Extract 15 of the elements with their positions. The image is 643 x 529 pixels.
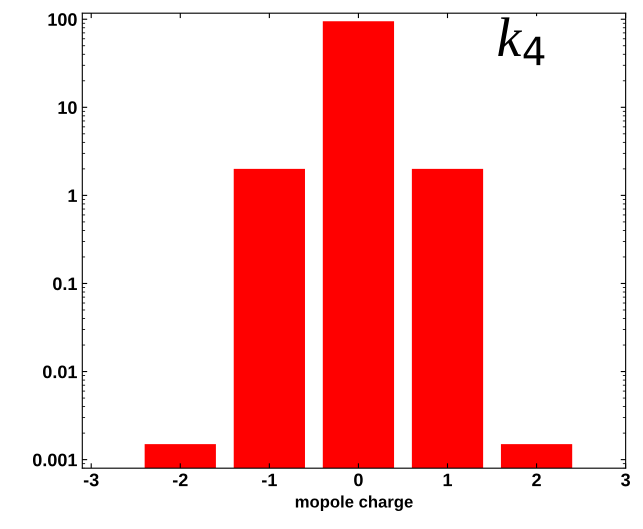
annotation: k$_{4}$ [498,17,544,66]
x-tick-label: 2 [532,474,541,486]
y-tick-label: 0.001 [32,454,77,466]
x-tick-label: -1 [262,474,277,486]
y-tick-label: 10 [58,101,77,114]
x-axis-title: mopole charge [296,495,413,512]
y-tick-label: 100 [48,13,77,26]
y-tick-label: 0.1 [53,277,77,290]
x-tick-label: -3 [84,474,99,486]
x-tick-label: -2 [172,474,188,486]
x-tick-label: 0 [354,474,363,486]
y-tick-label: 0.01 [43,365,77,378]
x-tick-label: 3 [621,474,630,486]
x-tick-label: 1 [444,474,452,486]
y-tick-label: 1 [68,190,77,202]
